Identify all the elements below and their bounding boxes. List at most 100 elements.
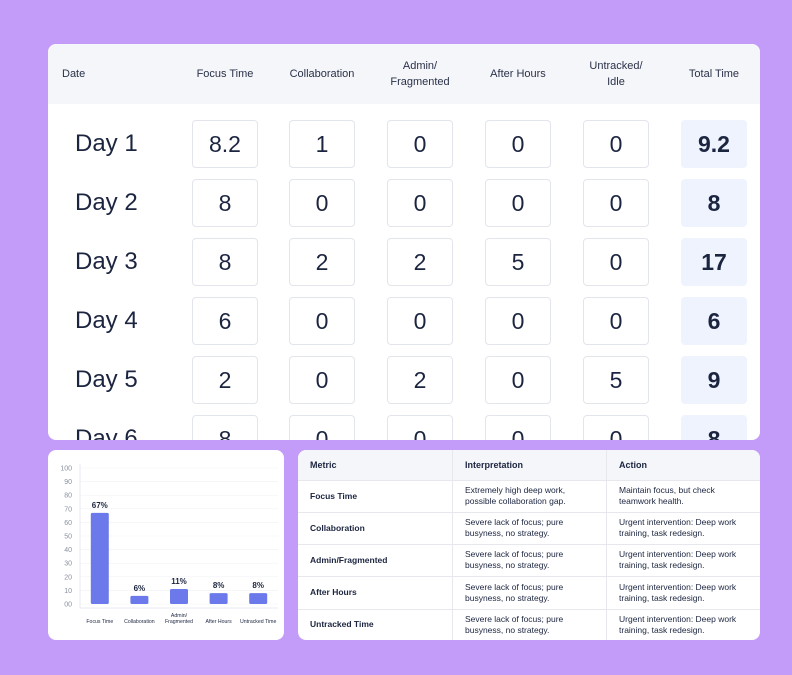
column-header: Collaboration: [289, 68, 355, 80]
row-label: Day 2: [75, 189, 138, 216]
x-tick-label: After Hours: [205, 619, 232, 625]
value-label: 8%: [213, 581, 225, 590]
value-label: 8%: [252, 581, 264, 590]
total-cell: 9.2: [681, 120, 747, 168]
x-tick-label: Focus Time: [86, 619, 113, 625]
table-cell: Extremely high deep work, possible colla…: [452, 480, 606, 512]
value-cell: 8: [192, 238, 258, 286]
total-cell: 9: [681, 356, 747, 404]
total-cell: 8: [681, 415, 747, 440]
value-cell: 0: [485, 356, 551, 404]
metrics-table: Metric Interpretation Action Focus Time Extr…: [298, 450, 760, 640]
table-cell: Severe lack of focus; pure busyness, no …: [452, 544, 606, 577]
value-cell: 0: [289, 297, 355, 345]
row-label: Day 3: [75, 248, 138, 275]
total-cell: 6: [681, 297, 747, 345]
metric-name: Collaboration: [310, 522, 365, 533]
value-label: 11%: [171, 577, 187, 586]
value-cell: 0: [387, 415, 453, 440]
value-label: 67%: [92, 501, 108, 510]
value-cell: 0: [485, 179, 551, 227]
value-cell: 8.2: [192, 120, 258, 168]
chart-card: 00 10 20 30 40 50 60 70 80 90 100 67% Focus Time 6% Co…: [48, 450, 284, 640]
value-cell: 0: [289, 179, 355, 227]
y-tick-label: 90: [64, 479, 72, 486]
value-cell: 2: [289, 238, 355, 286]
value-cell: 0: [485, 120, 551, 168]
bar: [90, 512, 109, 604]
x-tick-label: Admin/Fragmented: [165, 613, 193, 625]
value-cell: 0: [485, 297, 551, 345]
table-cell: Severe lack of focus; pure busyness, no …: [452, 576, 606, 609]
value-cell: 0: [583, 297, 649, 345]
row-label: Day 5: [75, 366, 138, 393]
metrics-row: Focus Time Extremely high deep work, poss…: [298, 480, 760, 513]
table-cell: Urgent intervention: Deep work training,…: [606, 608, 760, 640]
value-cell: 0: [289, 415, 355, 440]
total-cell: 8: [681, 179, 747, 227]
metrics-row: Admin/Fragmented Severe lack of focus; pu…: [298, 544, 760, 578]
value-cell: 8: [192, 415, 258, 440]
value-cell: 0: [485, 415, 551, 440]
daily-table: Date Focus Time Collaboration Admin/ Fragme…: [48, 44, 760, 440]
y-tick-label: 00: [64, 602, 72, 609]
x-tick-label: Collaboration: [124, 619, 155, 625]
table-cell: Severe lack of focus; pure busyness, no …: [452, 608, 606, 640]
column-header: Date: [62, 68, 86, 80]
row-label: Day 6: [75, 425, 138, 440]
y-tick-label: 50: [64, 534, 72, 541]
y-tick-label: 100: [60, 466, 72, 473]
value-cell: 0: [387, 297, 453, 345]
value-cell: 0: [583, 238, 649, 286]
table-cell: Urgent intervention: Deep work training,…: [606, 576, 760, 609]
metrics-row: Untracked Time Severe lack of focus; pure…: [298, 608, 760, 640]
value-cell: 2: [387, 238, 453, 286]
y-tick-label: 20: [64, 574, 72, 581]
bar: [130, 595, 149, 604]
table-cell: Urgent intervention: Deep work training,…: [606, 544, 760, 577]
column-header: After Hours: [490, 68, 546, 80]
value-cell: 0: [387, 179, 453, 227]
value-cell: 0: [583, 415, 649, 440]
column-header: Action: [606, 450, 760, 480]
value-cell: 0: [583, 179, 649, 227]
y-tick-label: 70: [64, 506, 72, 513]
value-cell: 0: [583, 120, 649, 168]
value-cell: 0: [289, 356, 355, 404]
y-tick-label: 10: [64, 588, 72, 595]
table-cell: Severe lack of focus; pure busyness, no …: [452, 512, 606, 545]
total-cell: 17: [681, 238, 747, 286]
metrics-row: After Hours Severe lack of focus; pure bu…: [298, 576, 760, 610]
value-cell: 5: [485, 238, 551, 286]
chart: 00 10 20 30 40 50 60 70 80 90 100 67% Focus Time 6% Co…: [60, 464, 278, 625]
column-header: Metric: [310, 459, 337, 470]
bar: [209, 593, 228, 604]
column-header: Untracked/ Idle: [589, 60, 643, 88]
x-tick-label: Untracked Time: [240, 619, 276, 625]
metric-name: Admin/Fragmented: [310, 554, 388, 565]
y-tick-label: 30: [64, 561, 72, 568]
table-cell: Maintain focus, but check teamwork healt…: [606, 480, 760, 512]
bar: [249, 593, 268, 604]
value-cell: 6: [192, 297, 258, 345]
bar: [170, 589, 188, 604]
y-tick-label: 80: [64, 493, 72, 500]
column-header: Focus Time: [196, 68, 254, 80]
value-label: 6%: [134, 584, 146, 593]
metrics-header: Metric Interpretation Action: [298, 450, 760, 481]
metric-name: Untracked Time: [310, 619, 374, 630]
row-label: Day 1: [75, 130, 138, 157]
value-cell: 0: [387, 120, 453, 168]
value-cell: 2: [387, 356, 453, 404]
metrics-row: Collaboration Severe lack of focus; pure …: [298, 512, 760, 546]
y-tick-label: 60: [64, 520, 72, 527]
value-cell: 2: [192, 356, 258, 404]
y-tick-label: 40: [64, 547, 72, 554]
table-cell: Urgent intervention: Deep work training,…: [606, 512, 760, 545]
value-cell: 5: [583, 356, 649, 404]
column-header: Admin/ Fragmented: [390, 60, 450, 88]
value-cell: 1: [289, 120, 355, 168]
metric-name: Focus Time: [310, 490, 358, 501]
column-header: Total Time: [688, 68, 740, 80]
value-cell: 8: [192, 179, 258, 227]
